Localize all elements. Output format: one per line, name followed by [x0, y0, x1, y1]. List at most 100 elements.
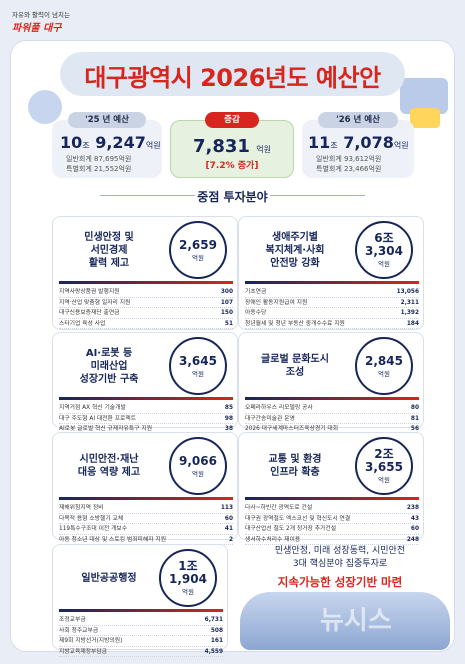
budget-value: 161 — [210, 638, 223, 644]
budget-row: 다목적 용형 소방헬기 교체 60 — [59, 514, 233, 524]
budget-row: 대구신용보증재단 출연금 150 — [59, 308, 233, 319]
budget-value: 184 — [406, 320, 419, 327]
card-amount-value: 1,904 — [169, 572, 207, 586]
budget-item: 오페라하우스 리모델링 공사 — [245, 405, 313, 411]
budget-item: 청년월세 및 청년 부동산 중개수수료 지원 — [245, 320, 345, 327]
page-title: 대구광역시 2026년도 예산안 — [84, 64, 381, 92]
section-title: 중점 투자분야 — [197, 190, 268, 204]
prev-budget-total: 10조 9,247억원 — [60, 133, 161, 152]
budget-value: 80 — [410, 405, 419, 411]
card-amount-badge: 2,659 억원 — [169, 221, 227, 279]
people-illustration — [240, 592, 450, 650]
budget-value: 248 — [406, 536, 419, 543]
card-title: 일반공공행정 — [59, 572, 159, 585]
budget-item: 대구권 광역철도 엑스코선 및 혁신도시 연결 — [245, 515, 351, 522]
card-title-line: 미래산업 — [90, 360, 128, 372]
card-amount: 2조 3,655 — [365, 448, 403, 474]
budget-value: 81 — [410, 415, 419, 422]
card-divider — [59, 397, 233, 400]
budget-row: 지방교육재정부담금 4,559 — [59, 647, 223, 657]
budget-row: 대구권 광역철도 엑스코선 및 혁신도시 연결 43 — [245, 514, 419, 524]
card-title-line: 성장기반 구축 — [79, 373, 139, 385]
budget-row: 사회 청주교부금 508 — [59, 626, 223, 636]
card-amount-jo: 2조 — [374, 447, 394, 461]
next-budget-label: '26 년 예산 — [318, 112, 398, 128]
card-amount-badge: 3,645 억원 — [169, 337, 227, 395]
card-amount: 6조 3,304 — [365, 232, 403, 258]
budget-value: 51 — [224, 320, 233, 327]
change-amount: 7,831 억원 — [193, 136, 271, 157]
summary-emphasis: 지속가능한 성장기반 마련 — [277, 575, 403, 589]
budget-item: 다목적 용형 소방헬기 교체 — [59, 515, 124, 522]
card-amount: 2,845 — [365, 354, 403, 368]
budget-value: 85 — [224, 405, 233, 411]
budget-row: 생서하수처리수 재이용 248 — [245, 535, 419, 545]
card-rows: 재해위험지역 정비 113 다목적 용형 소방헬기 교체 60 119특수구조대 이전 … — [59, 503, 233, 545]
brand-logo: 파워풀 대구 — [12, 23, 62, 34]
budget-value: 56 — [410, 426, 419, 432]
card-amount-badge: 9,066 억원 — [169, 437, 227, 495]
card-amount-value: 3,304 — [365, 244, 403, 258]
budget-row: 다사~하빈간 광역도로 건설 238 — [245, 503, 419, 514]
budget-item: 다사~하빈간 광역도로 건설 — [245, 505, 313, 511]
budget-item: 대구산업선 철도 2개 정거장 추가건설 — [245, 526, 337, 532]
card-title: 생애주기별 복지체계·사회 안전망 강화 — [245, 231, 345, 270]
budget-row: 청년월세 및 청년 부동산 중개수수료 지원 184 — [245, 319, 419, 329]
card-amount-badge: 2조 3,655 억원 — [355, 437, 413, 495]
prev-general: 일반회계 87,695억원 — [66, 155, 132, 163]
budget-row: 대구산업선 철도 2개 정거장 추가건설 60 — [245, 524, 419, 535]
card-title-line: 조성 — [285, 367, 305, 378]
card-amount-badge: 2,845 억원 — [355, 337, 413, 395]
budget-value: 107 — [220, 299, 233, 306]
budget-row: 지역사랑상품권 발행지원 300 — [59, 287, 233, 298]
card-title-line: AI·로봇 등 — [85, 347, 133, 359]
card-title-line: 인프라 확충 — [270, 467, 320, 478]
budget-item: 지역·산업 맞춤형 일자리 지원 — [59, 299, 131, 306]
budget-value: 60 — [224, 515, 233, 522]
next-general: 일반회계 93,612억원 — [316, 155, 382, 163]
budget-item: 지방교육재정부담금 — [59, 648, 107, 655]
budget-value: 113 — [220, 505, 233, 511]
budget-item: 지역사랑상품권 발행지원 — [59, 289, 120, 295]
budget-row: 지역거점 AX 혁신 기술개발 85 — [59, 403, 233, 414]
budget-value: 4,559 — [204, 648, 223, 655]
card-amount-unit: 억원 — [192, 469, 204, 478]
budget-value: 508 — [210, 627, 223, 634]
card-title: 글로벌 문화도시 조성 — [245, 353, 345, 379]
investment-card: 글로벌 문화도시 조성 2,845 억원 오페라하우스 리모델링 공사 80 대구간송… — [238, 332, 424, 445]
budget-item: 아동수당 — [245, 310, 267, 316]
budget-row: 스타기업 육성 사업 51 — [59, 319, 233, 329]
budget-item: 기초연금 — [245, 289, 267, 295]
budget-row: 119특수구조대 이전 개보수 41 — [59, 524, 233, 535]
card-title: 민생안정 및 서민경제 활력 제고 — [59, 231, 159, 270]
investment-card: AI·로봇 등 미래산업 성장기반 구축 3,645 억원 지역거점 AX 혁신 기… — [52, 332, 238, 445]
card-divider — [59, 609, 223, 612]
card-amount-unit: 억원 — [192, 253, 204, 262]
card-amount-jo: 1조 — [178, 559, 198, 573]
investment-card: 교통 및 환경 인프라 확충 2조 3,655 억원 다사~하빈간 광역도로 건설 2… — [238, 432, 424, 545]
card-amount: 3,645 — [179, 354, 217, 368]
budget-item: 119특수구조대 이전 개보수 — [59, 526, 128, 532]
card-title-line: 생애주기별 — [272, 231, 318, 243]
card-amount-unit: 억원 — [378, 476, 390, 484]
card-amount-unit: 억원 — [182, 588, 194, 596]
card-divider — [245, 397, 419, 400]
card-amount-badge: 1조 1,904 억원 — [159, 549, 217, 607]
budget-item: 대구간송미술관 운영 — [245, 415, 295, 422]
card-divider — [245, 497, 419, 500]
cash-illustration — [410, 108, 440, 128]
budget-item: 사회 청주교부금 — [59, 627, 99, 634]
card-title-line: 활력 제고 — [88, 257, 130, 269]
budget-value: 98 — [224, 415, 233, 422]
budget-row: 기초연금 13,056 — [245, 287, 419, 298]
budget-value: 238 — [406, 505, 419, 511]
card-title: AI·로봇 등 미래산업 성장기반 구축 — [59, 347, 159, 386]
card-title: 교통 및 환경 인프라 확충 — [245, 453, 345, 479]
budget-value: 1,392 — [400, 310, 419, 316]
card-amount: 9,066 — [179, 454, 217, 468]
budget-item: 생서하수처리수 재이용 — [245, 536, 301, 543]
title-background — [60, 52, 405, 96]
card-rows: 기초연금 13,056 장애인 활동지원급여 지원 2,311 아동수당 1,392 청년월… — [245, 287, 419, 329]
investment-card: 시민안전·재난 대응 역량 제고 9,066 억원 재해위험지역 정비 113 다목적… — [52, 432, 238, 545]
card-amount-value: 2,659 — [179, 237, 217, 252]
